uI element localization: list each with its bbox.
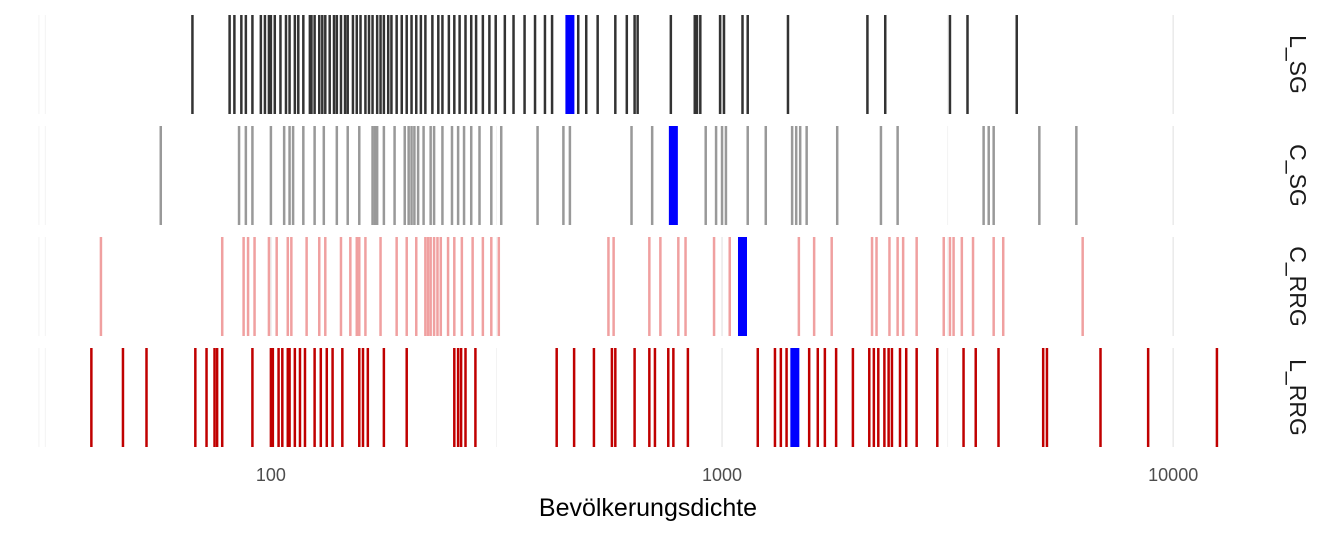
x-tick-label: 100 [256,465,286,485]
strip-label: L_RRG [1285,359,1311,436]
x-tick-label: 1000 [702,465,742,485]
highlight-mark [668,126,678,225]
x-tick-label: 10000 [1148,465,1198,485]
panel-l-sg: L_SG [38,15,1311,114]
panel-c-rrg: C_RRG [38,237,1311,336]
panel-c-sg: C_SG [38,126,1311,225]
highlight-mark [790,348,800,447]
x-axis-title: Bevölkerungsdichte [539,494,757,522]
highlight-mark [565,15,575,114]
strip-label: C_SG [1285,144,1311,207]
panels: L_SG C_SG C_RRG L_RRG [38,15,1311,447]
panel-l-rrg: L_RRG [38,348,1311,447]
strip-label: L_SG [1285,35,1311,94]
x-axis: 100 1000 10000 [256,465,1198,485]
strip-label: C_RRG [1285,246,1311,327]
highlight-mark [737,237,747,336]
